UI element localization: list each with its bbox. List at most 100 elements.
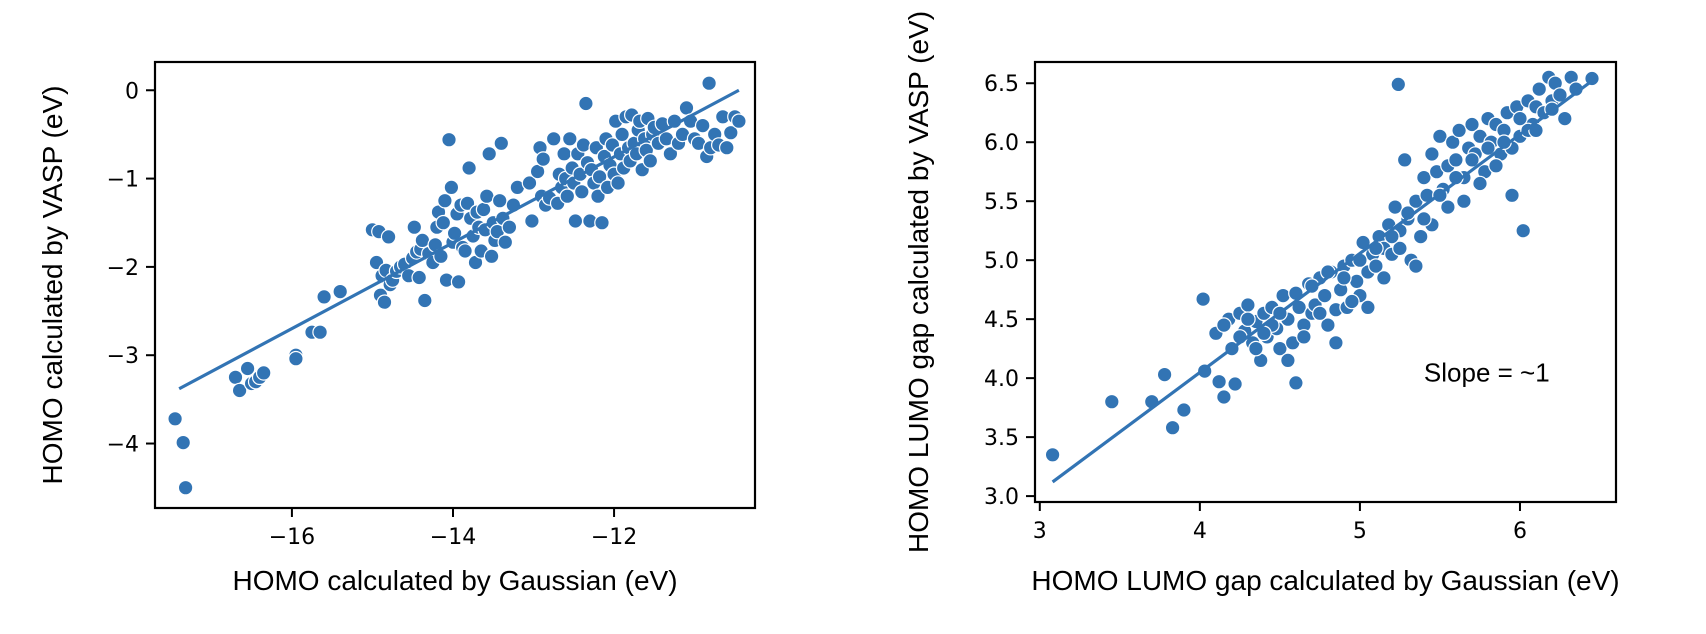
data-point	[1211, 373, 1227, 390]
y-tick-label: 5.5	[984, 190, 1019, 215]
data-point	[175, 434, 191, 451]
data-point	[718, 139, 735, 156]
data-point	[521, 175, 538, 191]
y-axis-label: HOMO LUMO gap calculated by VASP (eV)	[903, 11, 934, 553]
data-point	[1216, 317, 1232, 333]
data-point	[1552, 87, 1568, 103]
data-point	[561, 131, 578, 147]
data-point	[1390, 76, 1407, 93]
y-tick-label: −4	[107, 433, 139, 458]
x-axis-label: HOMO LUMO gap calculated by Gaussian (eV…	[1031, 565, 1619, 596]
data-point	[231, 382, 248, 399]
data-point	[255, 365, 272, 381]
data-point	[1531, 81, 1547, 97]
y-tick-label: −2	[107, 256, 139, 281]
data-point	[239, 360, 256, 377]
data-point	[493, 135, 510, 152]
data-point	[501, 219, 518, 235]
data-point	[1360, 299, 1376, 316]
x-tick-label: −14	[430, 525, 476, 550]
data-point	[177, 479, 194, 496]
data-point	[1456, 193, 1472, 209]
data-point	[1320, 317, 1336, 333]
data-point	[701, 75, 717, 91]
data-point	[1416, 211, 1432, 227]
x-axis-label: HOMO calculated by Gaussian (eV)	[232, 565, 677, 596]
data-point	[1288, 375, 1304, 391]
data-point	[662, 146, 679, 162]
data-point	[167, 410, 183, 427]
data-point	[573, 184, 590, 200]
data-point	[1557, 110, 1573, 127]
data-point	[414, 232, 431, 249]
x-tick-label: 4	[1193, 519, 1207, 544]
data-point	[1464, 152, 1480, 168]
data-point	[416, 292, 433, 309]
data-point	[524, 213, 540, 229]
data-point	[443, 179, 460, 196]
data-point	[478, 188, 495, 204]
fit-line	[1051, 79, 1593, 484]
data-point	[1464, 116, 1480, 133]
data-point	[578, 95, 594, 112]
x-tick-label: 5	[1353, 519, 1367, 544]
data-point	[678, 100, 695, 116]
data-point	[437, 192, 453, 209]
data-point	[491, 192, 508, 209]
y-tick-label: 0	[125, 79, 139, 104]
y-tick-label: −1	[107, 168, 139, 193]
data-point	[1448, 152, 1464, 168]
data-point	[1344, 293, 1360, 310]
data-point	[475, 201, 492, 218]
data-point	[594, 214, 610, 231]
data-point	[312, 324, 328, 340]
data-point	[1488, 158, 1504, 174]
data-point	[483, 248, 500, 265]
fit-line	[178, 88, 740, 391]
data-point	[1156, 366, 1173, 383]
y-tick-label: 6.0	[984, 131, 1019, 156]
chart-homo: −16 −14 −12 0 −1 −2 −3 −4 HOMO calculated by Gau…	[37, 60, 757, 596]
data-point	[1515, 222, 1531, 239]
data-point	[545, 131, 562, 147]
data-point	[1044, 446, 1061, 463]
data-point	[590, 188, 606, 204]
data-point	[1240, 311, 1256, 327]
data-point	[731, 113, 747, 129]
data-point	[288, 350, 304, 367]
data-point	[614, 126, 630, 143]
y-axis-label: HOMO calculated by VASP (eV)	[37, 86, 68, 485]
data-point	[1248, 340, 1264, 357]
data-point	[1304, 278, 1320, 294]
data-point	[497, 234, 514, 250]
data-point	[1104, 393, 1120, 410]
x-tick-label: 3	[1033, 519, 1047, 544]
y-tick-label: 6.5	[984, 72, 1019, 97]
data-point	[1512, 110, 1528, 127]
data-point	[1316, 287, 1333, 304]
data-point	[1480, 140, 1496, 156]
data-point	[1440, 199, 1456, 215]
data-point	[1275, 287, 1291, 304]
data-point	[1412, 228, 1429, 245]
x-tick-label: −16	[269, 525, 315, 550]
data-point	[376, 294, 393, 310]
data-point	[567, 213, 584, 229]
data-point	[457, 243, 473, 259]
data-point	[1432, 128, 1448, 145]
y-tick-label: −3	[107, 344, 139, 369]
data-point	[332, 283, 348, 300]
data-point	[694, 117, 711, 134]
data-point	[441, 131, 457, 148]
data-point	[722, 124, 739, 141]
data-point	[411, 269, 427, 286]
data-point	[559, 188, 576, 204]
data-point	[575, 137, 592, 153]
data-point	[1312, 305, 1328, 322]
data-point	[435, 214, 452, 231]
data-point	[459, 195, 476, 212]
data-point	[406, 219, 423, 235]
data-point	[1408, 258, 1424, 274]
data-point	[461, 160, 477, 176]
